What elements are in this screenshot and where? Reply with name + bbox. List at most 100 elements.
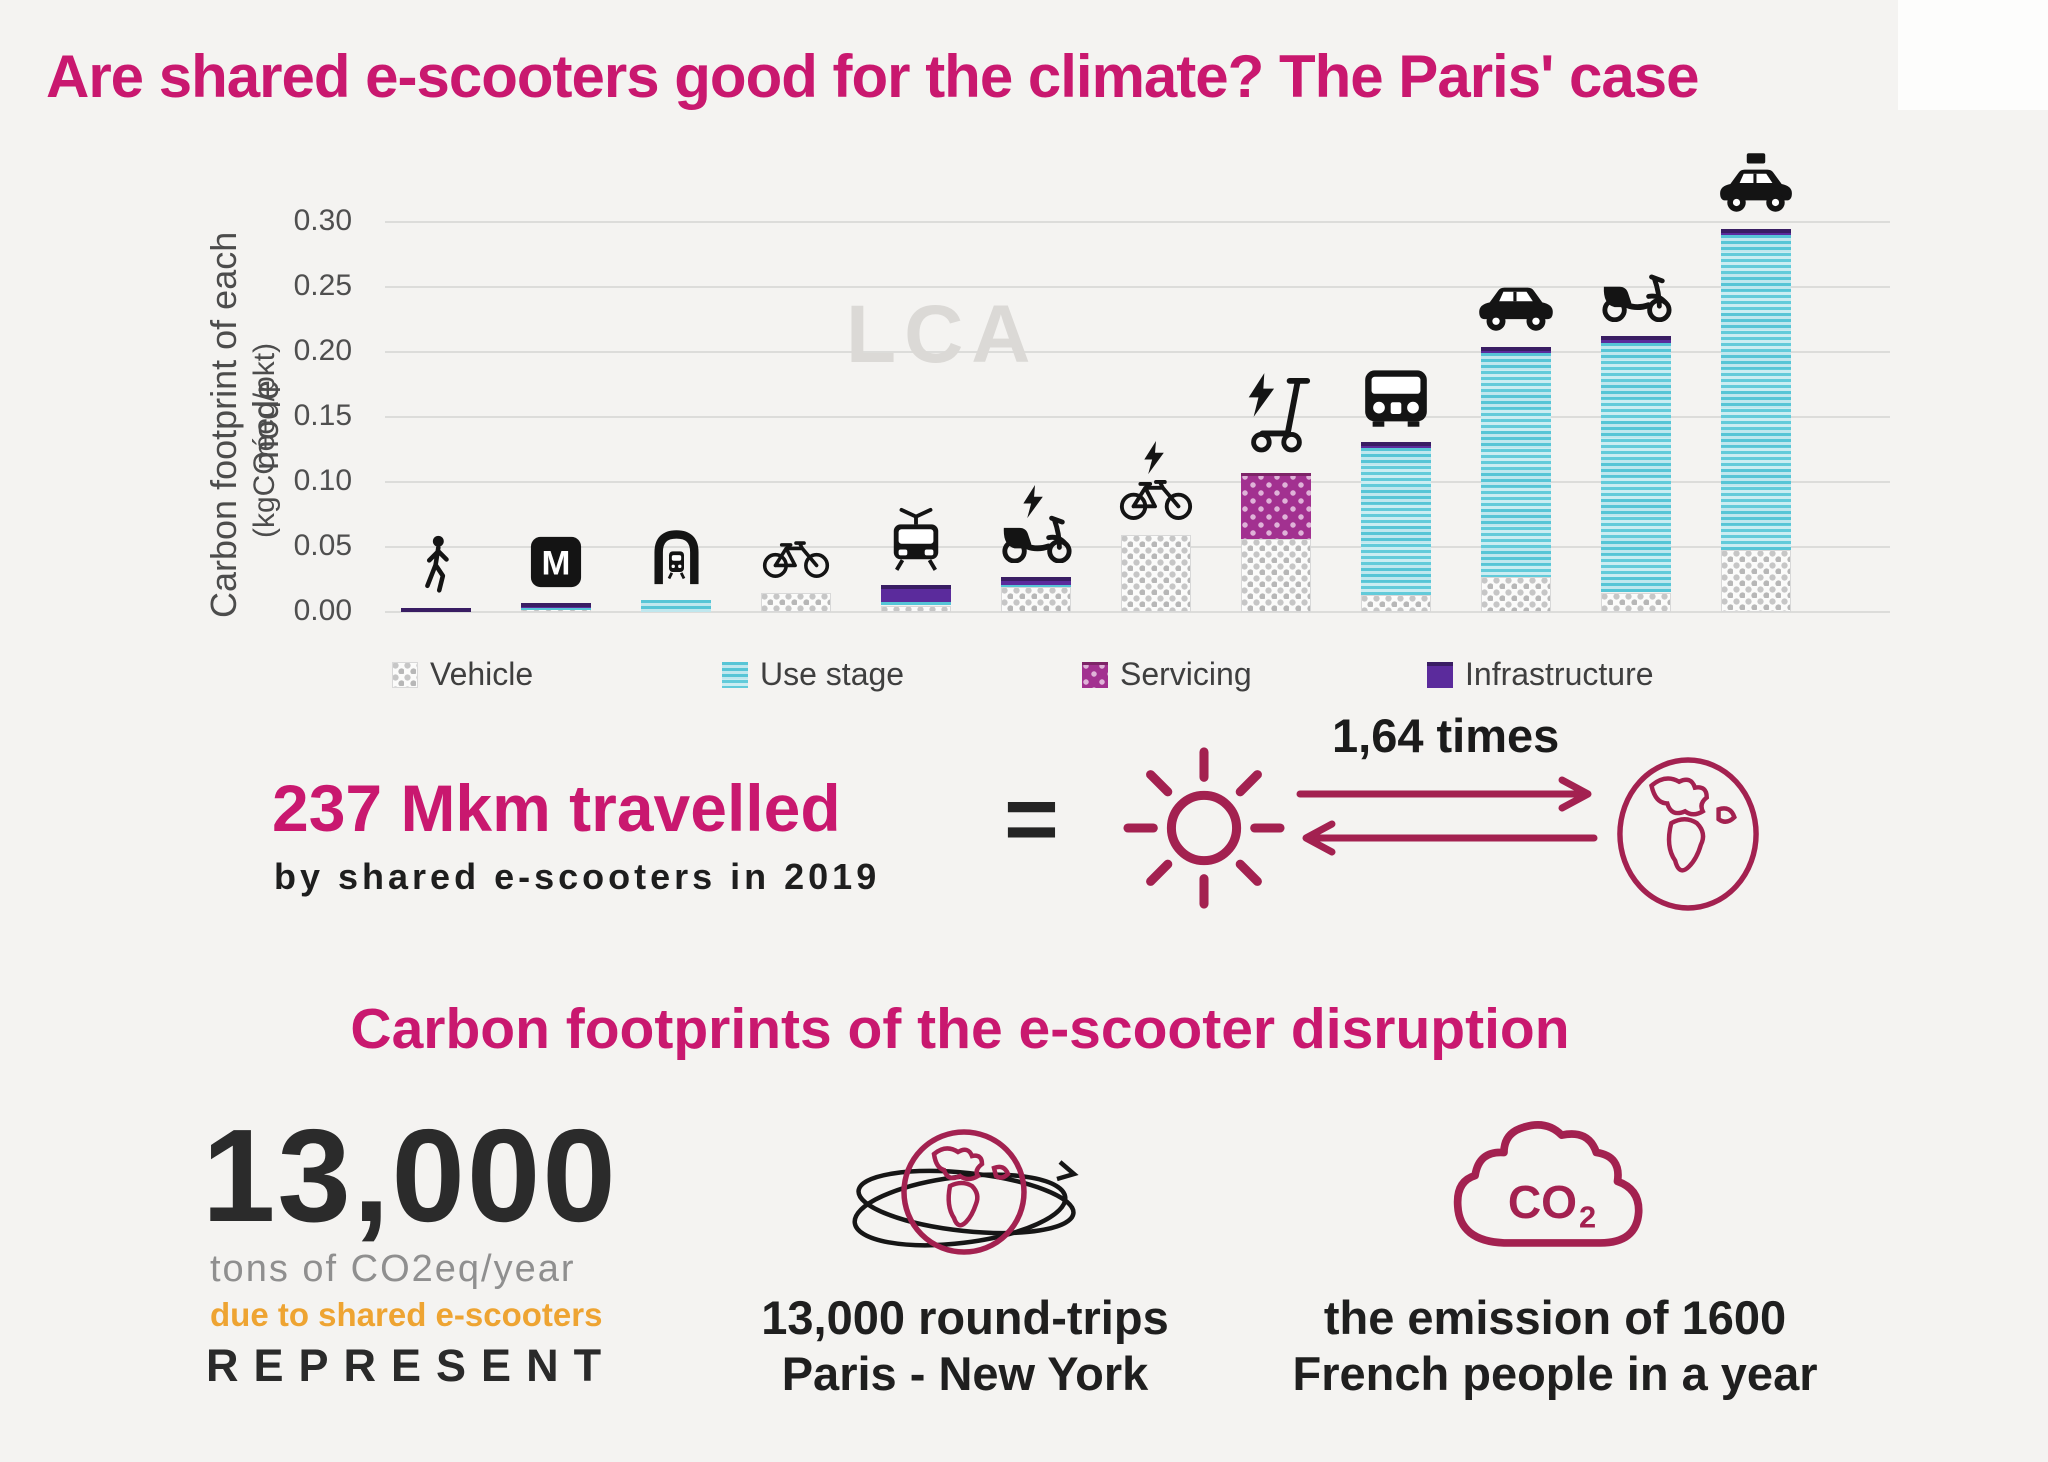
legend-item-servicing: Servicing bbox=[1082, 656, 1252, 693]
bar-segment-infrastructure-moped bbox=[1601, 336, 1671, 343]
gridline bbox=[385, 351, 1890, 353]
times-label: 1,64 times bbox=[1332, 709, 1560, 762]
car-icon bbox=[1479, 287, 1553, 331]
bar-segment-use_stage-car bbox=[1481, 353, 1551, 577]
distance-subline: by shared e-scooters in 2019 bbox=[274, 856, 881, 897]
bar-segment-use_stage-taxi bbox=[1721, 235, 1791, 550]
footprint-bar-chart: 0.30 0.25 0.20 0.15 0.10 0.05 0.00 M bbox=[0, 120, 2048, 720]
bar-segment-vehicle-tram bbox=[881, 605, 951, 612]
bar-segment-use_stage-tram bbox=[881, 601, 951, 606]
bar-segment-vehicle-taxi bbox=[1721, 549, 1791, 612]
mode-icon-wrap bbox=[1362, 367, 1430, 433]
bar-segment-vehicle-moped bbox=[1601, 592, 1671, 612]
bar-segment-infrastructure-metro bbox=[521, 602, 591, 609]
legend-swatch-use_stage bbox=[722, 661, 748, 688]
mode-icon-wrap bbox=[1475, 279, 1557, 338]
co2-cloud-icon: CO 2 bbox=[1453, 1121, 1643, 1247]
gridline bbox=[385, 286, 1890, 288]
globe-orbit-icon bbox=[852, 1129, 1079, 1255]
legend-item-infrastructure: Infrastructure bbox=[1427, 656, 1654, 693]
y-tick-label: 0.05 bbox=[293, 529, 352, 562]
y-axis-unit-label: (kgCOéeq/pkt) bbox=[248, 342, 281, 538]
taxi-icon bbox=[1720, 152, 1792, 212]
distance-headline: 237 Mkm travelled bbox=[272, 771, 841, 845]
mode-icon-wrap: M bbox=[529, 535, 583, 594]
stat-unit: tons of CO2eq/year bbox=[210, 1248, 576, 1290]
bar-segment-infrastructure-tram bbox=[881, 584, 951, 602]
bar-segment-infrastructure-walking bbox=[401, 608, 471, 612]
bicycle-icon bbox=[762, 540, 830, 578]
bar-segment-vehicle-electric-moped bbox=[1001, 587, 1071, 612]
stat-value: 13,000 bbox=[202, 1102, 618, 1249]
bar-segment-use_stage-electric-moped bbox=[1001, 584, 1071, 588]
moped-icon bbox=[1602, 274, 1672, 323]
bar-segment-infrastructure-taxi bbox=[1721, 228, 1791, 235]
bar-segment-vehicle-car bbox=[1481, 576, 1551, 612]
mode-icon-wrap bbox=[887, 501, 945, 576]
co2-label-sub: 2 bbox=[1579, 1200, 1596, 1235]
bar-segment-use_stage-metro bbox=[521, 608, 591, 611]
mode-icon-wrap bbox=[1600, 265, 1672, 327]
gridline bbox=[385, 221, 1890, 223]
bus-icon bbox=[1365, 370, 1427, 427]
equivalent-emission-line2: French people in a year bbox=[1292, 1347, 1818, 1400]
legend-item-vehicle: Vehicle bbox=[392, 656, 533, 693]
y-tick-label: 0.15 bbox=[293, 399, 352, 432]
bar-segment-vehicle-electric-bicycle bbox=[1121, 535, 1191, 612]
page-title: Are shared e-scooters good for the clima… bbox=[46, 43, 1699, 110]
bar-segment-servicing-shared-e-scooter bbox=[1241, 472, 1311, 540]
tram-icon bbox=[893, 507, 939, 571]
y-tick-label: 0.25 bbox=[293, 269, 352, 302]
e-bike-icon bbox=[1119, 441, 1193, 521]
e-moped-icon bbox=[1002, 484, 1072, 564]
y-tick-label: 0.10 bbox=[293, 464, 352, 497]
mode-icon-wrap bbox=[650, 526, 703, 591]
mode-icon-wrap bbox=[1117, 441, 1195, 526]
legend-label-use_stage: Use stage bbox=[760, 656, 905, 692]
co2-label: CO bbox=[1508, 1176, 1577, 1228]
bar-segment-vehicle-shared-e-scooter bbox=[1241, 539, 1311, 612]
y-tick-label: 0.30 bbox=[293, 204, 352, 237]
lca-watermark: LCA bbox=[846, 289, 1039, 380]
sun-icon bbox=[1123, 747, 1285, 909]
stat-cause: due to shared e-scooters bbox=[210, 1296, 603, 1333]
bar-segment-vehicle-metro bbox=[521, 609, 591, 612]
stat-verb: REPRESENT bbox=[206, 1340, 617, 1391]
legend-label-infrastructure: Infrastructure bbox=[1465, 656, 1654, 692]
e-scooter-icon bbox=[1248, 372, 1311, 453]
legend-label-vehicle: Vehicle bbox=[430, 656, 534, 692]
mode-icon-wrap bbox=[998, 484, 1074, 568]
equivalent-emission-line1: the emission of 1600 bbox=[1323, 1291, 1787, 1344]
exchange-arrows-icon bbox=[1296, 776, 1598, 856]
metro-icon: M bbox=[530, 536, 582, 587]
gridline bbox=[385, 611, 1890, 613]
mode-icon-wrap bbox=[762, 534, 830, 584]
train-icon bbox=[653, 530, 699, 585]
walking-icon bbox=[424, 535, 449, 593]
equivalent-trips-line1: 13,000 round-trips bbox=[761, 1291, 1169, 1344]
bar-segment-infrastructure-electric-moped bbox=[1001, 576, 1071, 585]
gridline bbox=[385, 416, 1890, 418]
svg-text:M: M bbox=[542, 544, 571, 582]
mode-icon-wrap bbox=[1716, 152, 1796, 220]
bar-segment-use_stage-suburban-train bbox=[641, 600, 711, 612]
mode-icon-wrap bbox=[1239, 367, 1313, 464]
legend-swatch-vehicle bbox=[392, 661, 418, 688]
legend-item-use_stage: Use stage bbox=[722, 656, 904, 693]
bar-segment-use_stage-moped bbox=[1601, 342, 1671, 593]
y-tick-label: 0.20 bbox=[293, 334, 352, 367]
bar-segment-infrastructure-bus bbox=[1361, 441, 1431, 449]
y-tick-label: 0.00 bbox=[293, 594, 352, 627]
equivalent-trips-line2: Paris - New York bbox=[781, 1347, 1149, 1400]
mode-icon-wrap bbox=[420, 534, 453, 599]
bar-segment-use_stage-bus bbox=[1361, 448, 1431, 596]
bar-segment-infrastructure-car bbox=[1481, 346, 1551, 354]
background-patch bbox=[1898, 0, 2048, 110]
earth-icon bbox=[1617, 757, 1759, 911]
legend-swatch-infrastructure bbox=[1427, 661, 1453, 688]
bar-segment-vehicle-bicycle bbox=[761, 592, 831, 612]
equals-sign: = bbox=[1004, 766, 1059, 871]
legend-label-servicing: Servicing bbox=[1120, 656, 1252, 692]
bar-segment-vehicle-bus bbox=[1361, 595, 1431, 612]
